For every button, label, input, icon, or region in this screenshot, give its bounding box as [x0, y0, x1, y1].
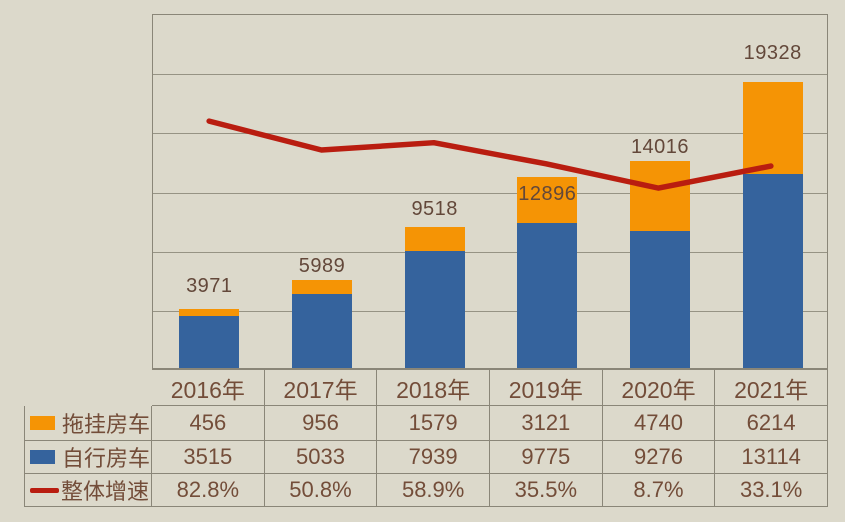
- year-header-cell: 2018年: [377, 369, 490, 406]
- bar-total-label: 9518: [411, 198, 458, 221]
- legend-label-cell: 自行房车: [24, 441, 152, 474]
- table-value-cell: 82.8%: [152, 474, 265, 507]
- bar-motorized-rv-segment: [517, 223, 578, 368]
- growth-rate-line: [206, 118, 774, 191]
- table-value-cell: 13114: [715, 441, 828, 474]
- plot-area: 3971 5989 9518 12896 14016 19328: [152, 14, 828, 369]
- gridline: [153, 133, 827, 135]
- table-value-cell: 1579: [377, 406, 490, 441]
- table-value-cell: 5033: [264, 441, 378, 474]
- gridline: [153, 74, 827, 76]
- table-value-cell: 9775: [489, 441, 603, 474]
- gridline: [153, 192, 827, 194]
- bar-total-label: 12896: [518, 183, 577, 206]
- table-value-cell: 7939: [377, 441, 490, 474]
- table-value-cell: 58.9%: [377, 474, 490, 507]
- bar-total-label: 3971: [186, 275, 233, 298]
- motorized-rv-legend-swatch-icon: [30, 450, 55, 464]
- table-value-cell: 33.1%: [715, 474, 828, 507]
- table-value-cell: 4740: [602, 406, 716, 441]
- growth-line-path: [206, 118, 774, 191]
- bar-motorized-rv-segment: [292, 293, 352, 368]
- table-value-cell: 3515: [152, 441, 265, 474]
- legend-label-cell: 拖挂房车: [24, 406, 152, 441]
- towed-rv-legend-swatch-icon: [30, 416, 55, 430]
- gridline: [153, 310, 827, 312]
- year-header-cell: 2016年: [152, 369, 265, 406]
- bar-towed-rv-segment: [404, 227, 465, 251]
- table-value-cell: 50.8%: [264, 474, 378, 507]
- table-value-cell: 3121: [489, 406, 603, 441]
- data-table: 2016年 2017年 2018年 2019年 2020年 2021年拖挂房车 456 956…: [24, 369, 828, 507]
- year-header-cell: 2017年: [264, 369, 378, 406]
- table-corner-cell: [24, 369, 152, 406]
- bar-towed-rv-segment: [630, 160, 690, 231]
- bar-motorized-rv-segment: [742, 174, 803, 368]
- legend-label: 自行房车: [62, 446, 151, 471]
- table-value-cell: 456: [152, 406, 265, 441]
- table-value-cell: 8.7%: [602, 474, 716, 507]
- legend-label-cell: 整体增速: [24, 474, 152, 507]
- table-value-cell: 956: [264, 406, 378, 441]
- bar-towed-rv-segment: [517, 177, 578, 224]
- bar-towed-rv-segment: [292, 279, 352, 294]
- year-header-cell: 2020年: [602, 369, 716, 406]
- bar-total-label: 14016: [630, 135, 690, 158]
- bar-towed-rv-segment: [179, 309, 240, 316]
- legend-label: 整体增速: [61, 479, 150, 504]
- year-header-cell: 2021年: [715, 369, 828, 406]
- bar-motorized-rv-segment: [630, 230, 690, 368]
- gridline: [153, 251, 827, 253]
- table-value-cell: 6214: [715, 406, 828, 441]
- bar-motorized-rv-segment: [404, 250, 465, 368]
- bar-total-label: 19328: [743, 42, 802, 65]
- bar-towed-rv-segment: [742, 82, 803, 174]
- legend-label: 拖挂房车: [62, 412, 151, 437]
- table-value-cell: 9276: [602, 441, 716, 474]
- growth-line-legend-swatch-icon: [30, 487, 59, 493]
- bar-motorized-rv-segment: [179, 316, 240, 368]
- bar-total-label: 5989: [298, 255, 346, 278]
- year-header-cell: 2019年: [489, 369, 603, 406]
- table-value-cell: 35.5%: [489, 474, 603, 507]
